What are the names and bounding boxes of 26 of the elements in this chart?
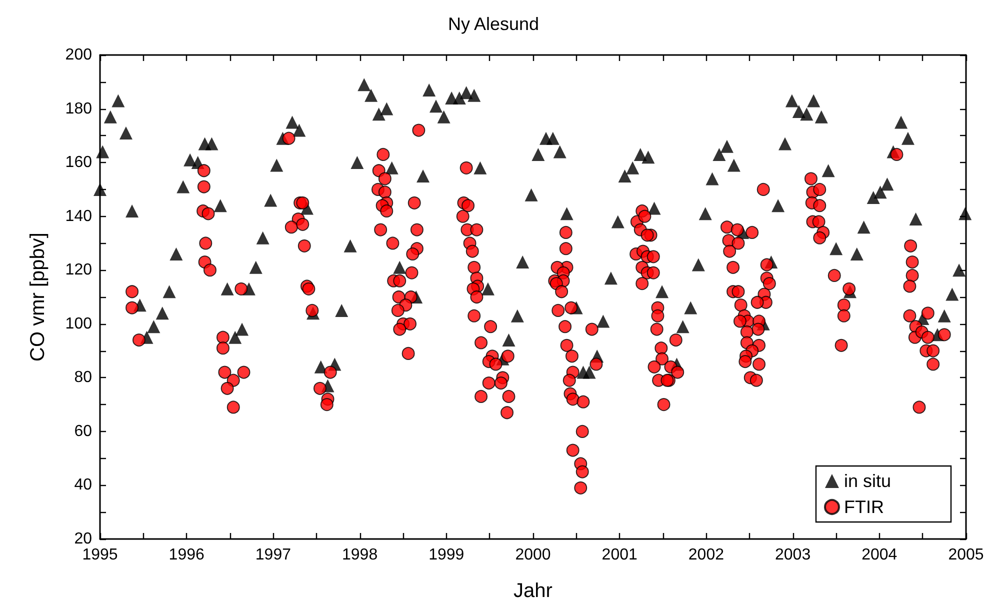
- y-tick-label: 200: [65, 46, 92, 64]
- x-tick-label: 1996: [168, 546, 204, 564]
- x-tick-label: 2002: [688, 546, 724, 564]
- legend-label: in situ: [844, 471, 892, 491]
- x-tick-label: 1997: [255, 546, 292, 564]
- x-tick-label: 2003: [775, 546, 811, 564]
- x-tick-label: 1998: [342, 546, 378, 564]
- x-tick-label: 2001: [602, 546, 638, 564]
- chart-title: Ny Alesund: [448, 14, 540, 34]
- x-tick-label: 2004: [862, 546, 898, 564]
- legend-label: FTIR: [844, 497, 884, 517]
- y-tick-label: 20: [74, 530, 92, 548]
- x-tick-label: 1999: [428, 546, 464, 564]
- y-tick-label: 180: [65, 100, 92, 118]
- y-tick-label: 120: [65, 262, 92, 279]
- x-tick-label: 1995: [82, 546, 118, 564]
- x-tick-label: 2005: [948, 546, 984, 564]
- x-tick-label: 2000: [515, 546, 551, 564]
- x-axis-title: Jahr: [514, 580, 553, 602]
- y-tick-label: 80: [74, 369, 92, 386]
- y-axis-title: CO vmr [ppbv]: [27, 232, 49, 362]
- y-tick-label: 140: [65, 208, 92, 225]
- y-tick-label: 100: [65, 315, 92, 332]
- y-tick-label: 40: [74, 476, 92, 494]
- y-tick-label: 60: [74, 422, 92, 440]
- y-tick-label: 160: [65, 154, 92, 172]
